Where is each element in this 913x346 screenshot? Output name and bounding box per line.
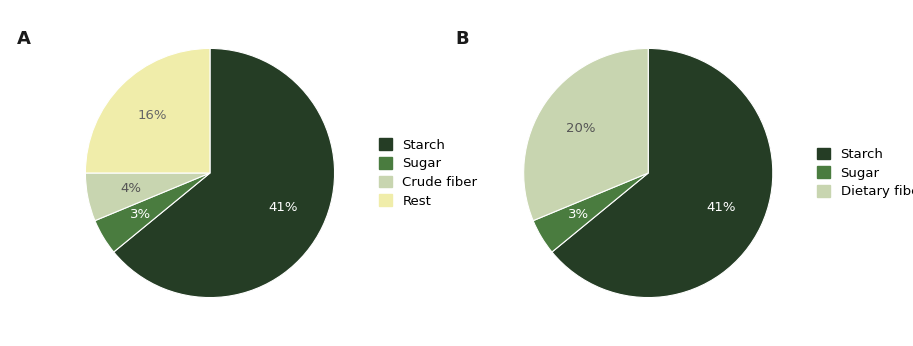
Wedge shape bbox=[533, 173, 648, 252]
Text: 3%: 3% bbox=[130, 208, 152, 221]
Wedge shape bbox=[552, 48, 772, 298]
Text: B: B bbox=[456, 30, 468, 48]
Text: 41%: 41% bbox=[268, 201, 298, 214]
Wedge shape bbox=[114, 48, 334, 298]
Legend: Starch, Sugar, Crude fiber, Rest: Starch, Sugar, Crude fiber, Rest bbox=[379, 138, 477, 208]
Text: 16%: 16% bbox=[138, 109, 167, 122]
Text: 41%: 41% bbox=[707, 201, 736, 214]
Legend: Starch, Sugar, Dietary fiber: Starch, Sugar, Dietary fiber bbox=[817, 148, 913, 198]
Wedge shape bbox=[86, 48, 210, 173]
Wedge shape bbox=[524, 48, 648, 221]
Text: 3%: 3% bbox=[568, 208, 590, 221]
Text: A: A bbox=[17, 30, 31, 48]
Text: 4%: 4% bbox=[121, 182, 142, 195]
Wedge shape bbox=[95, 173, 210, 252]
Text: 20%: 20% bbox=[566, 121, 595, 135]
Wedge shape bbox=[86, 173, 210, 221]
